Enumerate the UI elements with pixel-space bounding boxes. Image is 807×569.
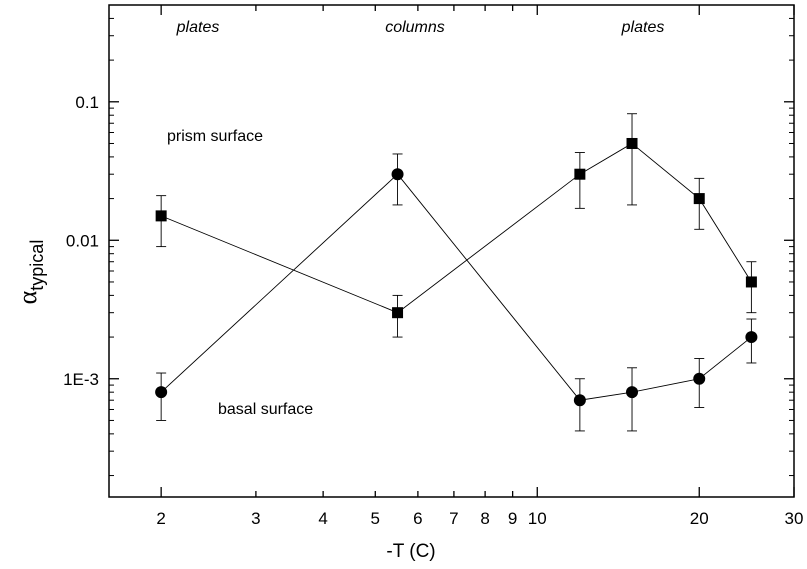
data-point-circle [155,386,168,399]
data-point-circle [391,168,404,181]
label-prism-surface: prism surface [167,128,263,145]
data-point-square [155,210,167,222]
x-tick-label: 8 [480,509,489,528]
x-tick-label: 30 [785,509,804,528]
y-axis-title-main: α [13,290,42,304]
x-tick-label: 2 [156,509,165,528]
annotation-plates-left: plates [176,19,220,36]
data-point-square [745,276,757,288]
y-axis-ticks: 0.1 0.01 1E-3 [63,17,794,477]
x-tick-label: 3 [251,509,260,528]
x-tick-label: 20 [690,509,709,528]
y-tick-label: 0.01 [66,231,99,250]
series-line-square [160,142,752,314]
y-axis-title-sub: typical [27,240,47,291]
y-tick-label: 1E-3 [63,370,99,389]
x-tick-label: 5 [371,509,380,528]
x-tick-label: 9 [508,509,517,528]
series-layer [155,113,758,432]
plot-frame [108,4,795,498]
data-point-circle [693,372,706,385]
series-line-circle [160,173,752,401]
x-tick-label: 6 [413,509,422,528]
x-tick-label: 7 [449,509,458,528]
annotation-columns: columns [385,19,445,36]
x-tick-label: 10 [528,509,547,528]
label-basal-surface: basal surface [218,401,313,418]
data-point-circle [573,394,586,407]
x-axis-title: -T (C) [386,541,435,562]
data-point-square [693,193,705,205]
y-tick-label: 0.1 [75,93,99,112]
data-point-square [392,307,404,319]
data-point-square [626,137,638,149]
x-tick-label: 4 [318,509,327,528]
y-axis-title: αtypical [13,240,47,305]
annotation-plates-right: plates [621,19,665,36]
data-point-circle [626,386,639,399]
data-point-square [574,168,586,180]
x-axis-ticks: 2 3 4 5 6 7 8 9 10 20 30 [156,5,803,528]
svg-text:αtypical: αtypical [13,240,47,305]
data-point-circle [745,331,758,344]
